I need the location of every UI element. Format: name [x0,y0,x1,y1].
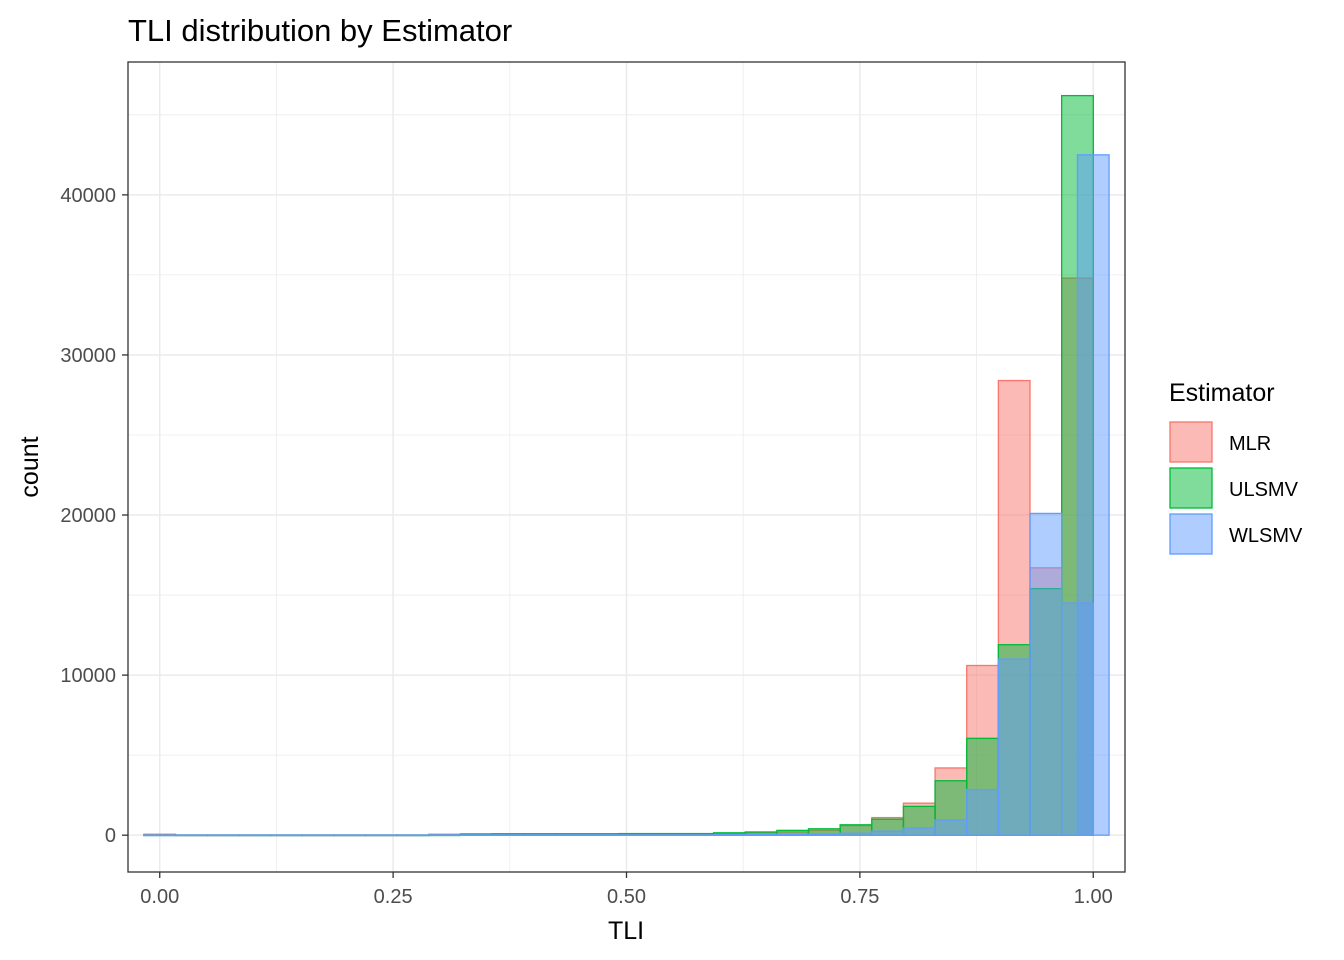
x-tick-label: 0.00 [140,886,179,908]
bar-wlsmv [301,834,335,837]
bar-wlsmv [997,658,1031,836]
bar-wlsmv [776,833,810,836]
y-tick-label: 30000 [60,345,116,367]
bar-wlsmv [333,834,367,837]
bar-wlsmv [902,827,936,836]
legend-label-ulsmv: ULSMV [1229,479,1299,501]
y-tick-label: 0 [105,825,116,847]
y-tick-label: 40000 [60,185,116,207]
bar-wlsmv [523,834,556,837]
bar-wlsmv [1029,512,1063,836]
bar-wlsmv [966,788,1000,836]
series-wlsmv [143,154,1110,837]
x-axis: 0.00 0.25 0.50 0.75 1.00 [140,872,1113,908]
bar-wlsmv [206,834,240,837]
y-axis-title: count [16,436,44,497]
legend-title: Estimator [1169,379,1275,407]
legend-swatch-ulsmv [1169,467,1213,509]
x-axis-title: TLI [608,917,644,945]
bar-wlsmv [712,834,746,836]
bar-wlsmv [364,834,398,837]
bar-wlsmv [744,833,778,836]
bar-wlsmv [934,819,968,836]
histogram-bars [143,94,1110,837]
bar-wlsmv [269,834,303,837]
bar-wlsmv [459,834,493,837]
x-tick-label: 1.00 [1074,886,1113,908]
bar-wlsmv [174,834,208,837]
bar-wlsmv [396,834,430,837]
bar-wlsmv [586,834,620,837]
bar-wlsmv [1076,154,1110,836]
bar-wlsmv [871,830,905,836]
legend-swatch-mlr [1169,421,1213,463]
bar-wlsmv [649,834,683,837]
legend: Estimator MLR ULSMV WLSMV [1169,379,1303,555]
legend-swatch-wlsmv [1169,513,1213,555]
legend-label-wlsmv: WLSMV [1229,525,1303,547]
y-axis: 0 10000 20000 30000 40000 [60,185,128,847]
chart-title: TLI distribution by Estimator [128,13,512,48]
bar-wlsmv [143,834,177,837]
bar-wlsmv [238,834,272,837]
y-tick-label: 10000 [60,665,116,687]
x-tick-label: 0.50 [607,886,646,908]
bar-wlsmv [428,834,462,837]
x-tick-label: 0.25 [374,886,413,908]
y-tick-label: 20000 [60,505,116,527]
bar-wlsmv [681,834,715,837]
bar-wlsmv [807,833,841,836]
bar-wlsmv [554,834,588,837]
x-tick-label: 0.75 [840,886,879,908]
bar-wlsmv [839,832,873,836]
bar-wlsmv [617,834,651,837]
bar-wlsmv [491,834,525,837]
legend-label-mlr: MLR [1229,433,1271,455]
